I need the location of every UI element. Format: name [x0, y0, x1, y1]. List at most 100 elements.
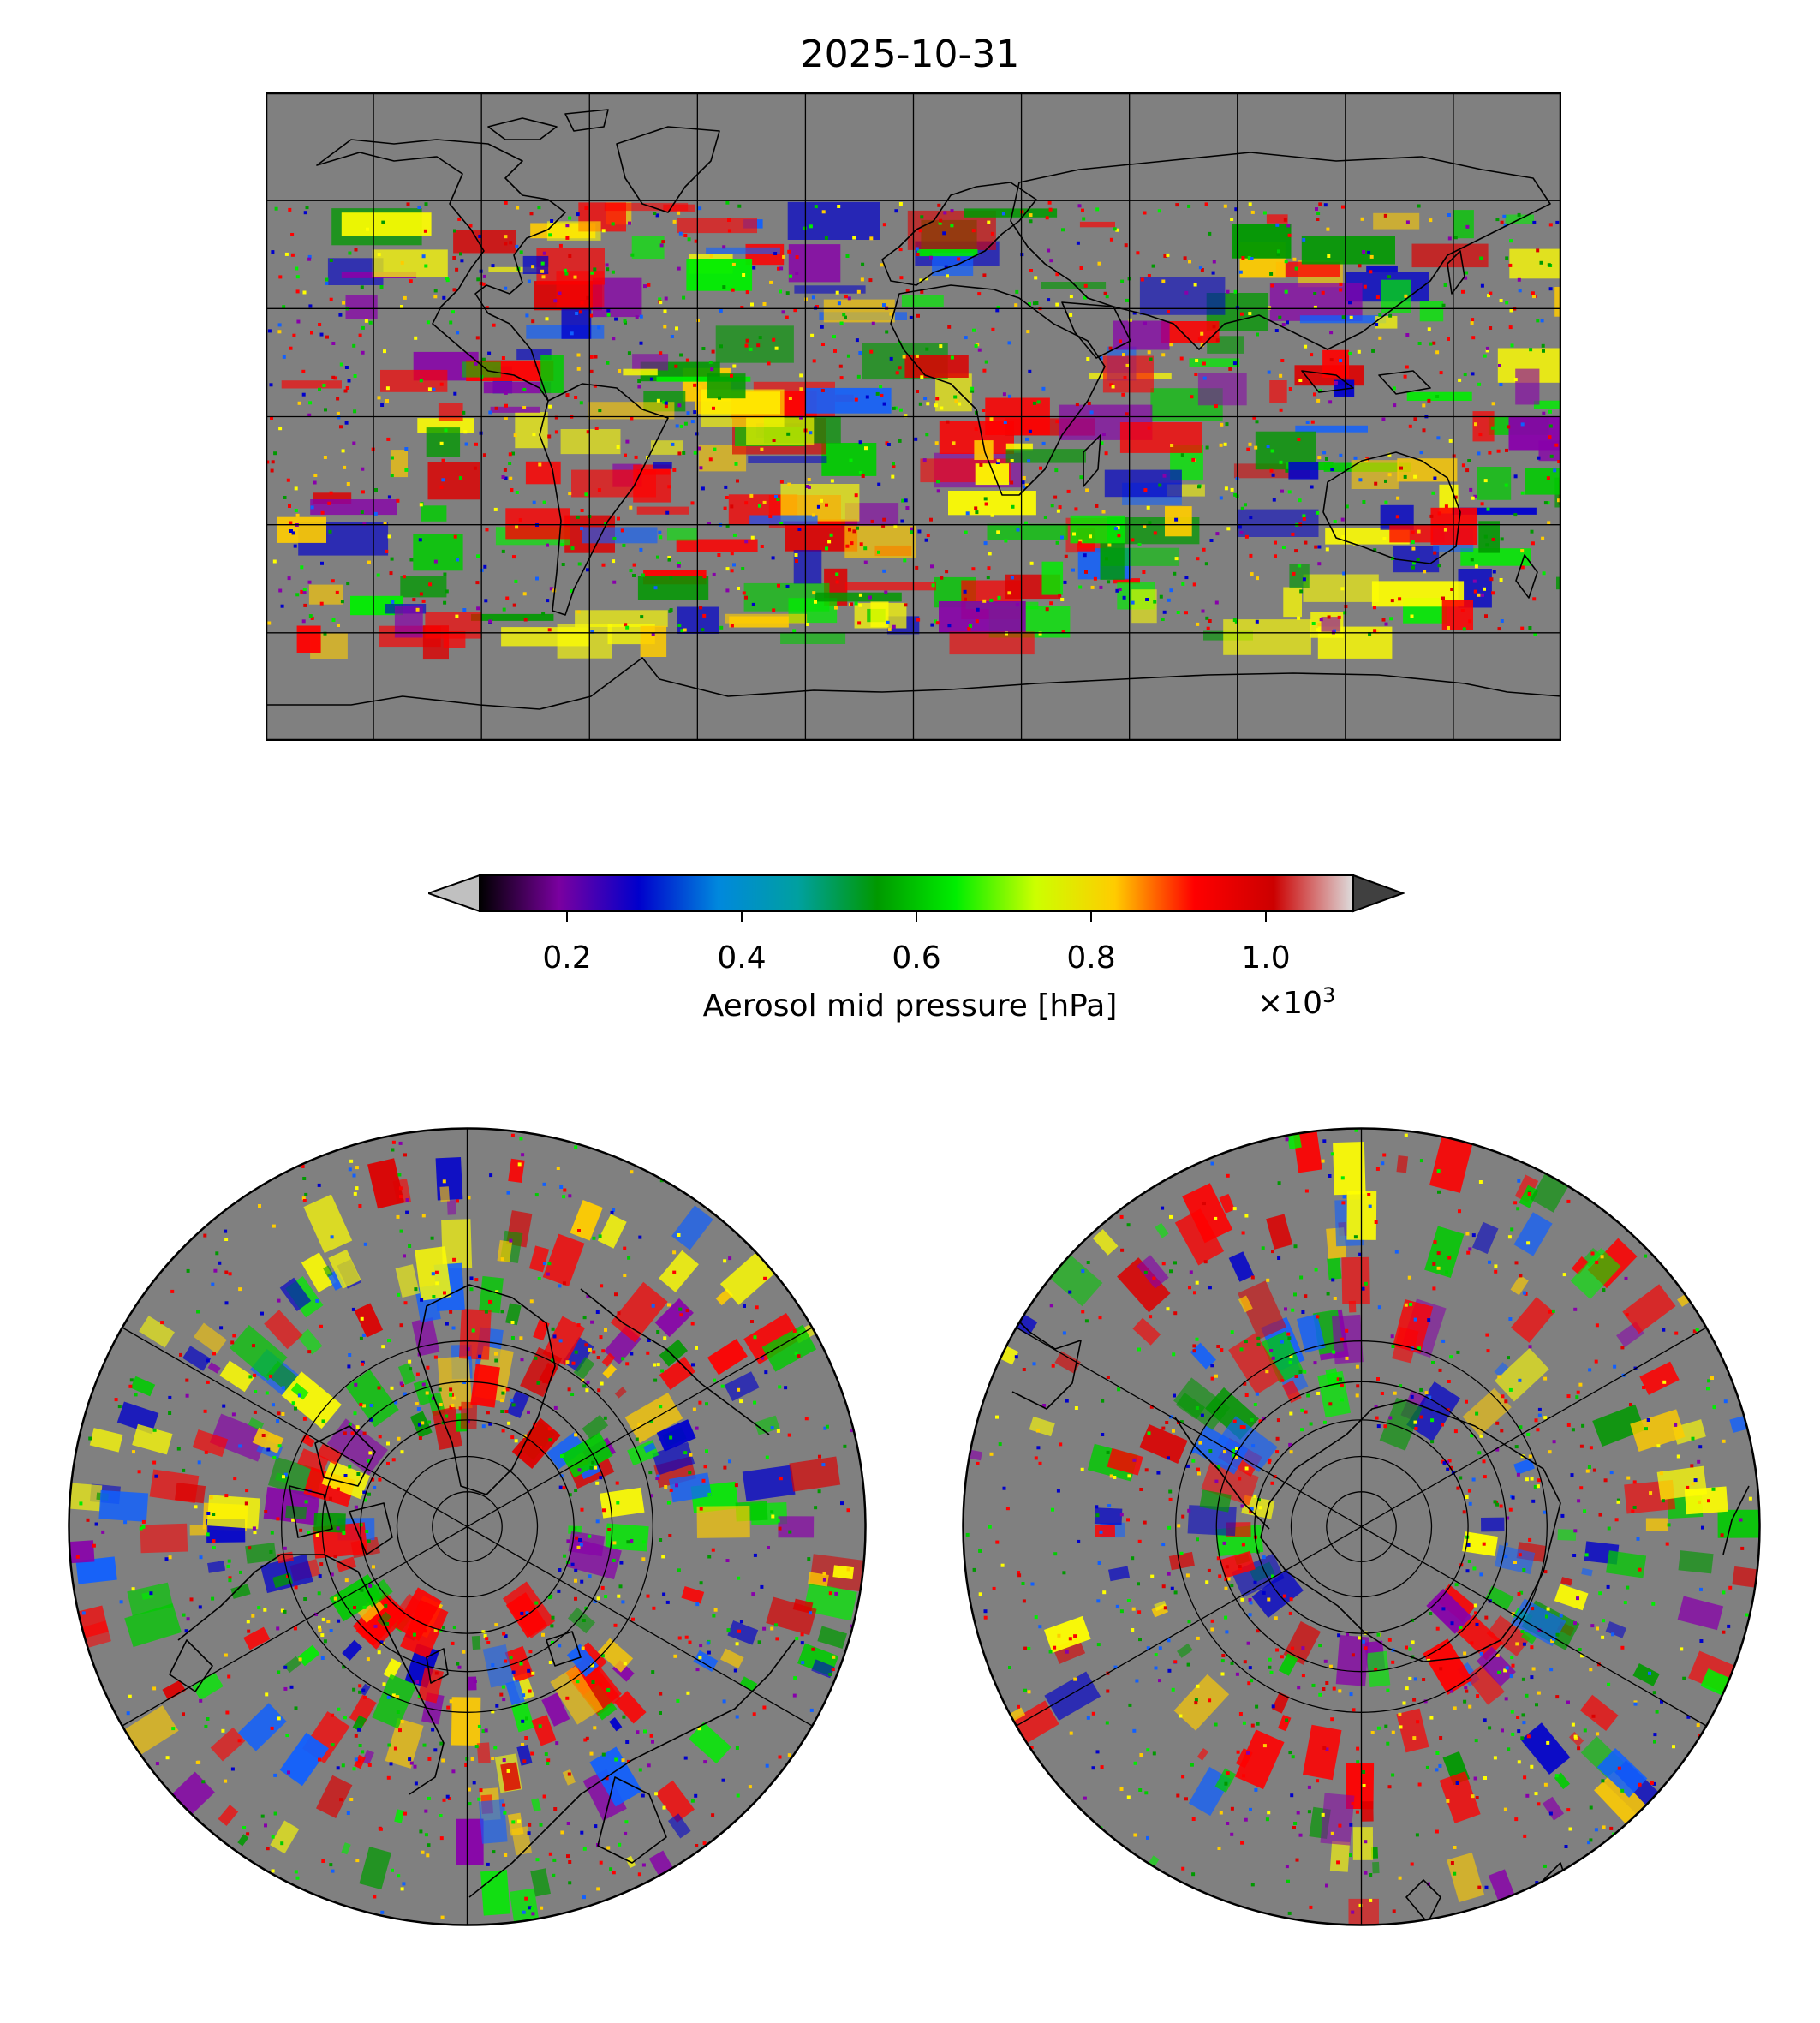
aerosol-patch [789, 1456, 841, 1492]
aerosol-pixel [1517, 1592, 1521, 1596]
aerosol-pixel [922, 458, 927, 462]
aerosol-pixel [1548, 1811, 1553, 1816]
aerosol-pixel [352, 441, 356, 445]
aerosol-pixel [1036, 1429, 1041, 1433]
aerosol-pixel [377, 396, 381, 400]
aerosol-pixel [1534, 1792, 1538, 1796]
aerosol-pixel [1461, 463, 1465, 468]
aerosol-patch [1684, 1486, 1728, 1515]
aerosol-pixel [975, 510, 979, 515]
aerosol-pixel [672, 468, 677, 472]
aerosol-pixel [483, 564, 487, 569]
aerosol-pixel [576, 1545, 581, 1549]
aerosol-pixel [625, 439, 630, 444]
aerosol-patch [560, 429, 621, 455]
aerosol-pixel [1293, 1244, 1298, 1249]
aerosol-pixel [563, 1554, 567, 1558]
aerosol-pixel [1302, 577, 1306, 582]
meridian-line [467, 1327, 813, 1528]
aerosol-pixel [283, 1665, 288, 1669]
aerosol-pixel [1447, 1380, 1451, 1383]
aerosol-patch [637, 576, 709, 600]
aerosol-pixel [901, 498, 905, 503]
aerosol-pixel [659, 1711, 662, 1715]
aerosol-pixel [1548, 409, 1552, 414]
aerosol-pixel [1587, 1841, 1591, 1845]
aerosol-pixel [519, 1662, 523, 1666]
aerosol-pixel [699, 466, 703, 470]
aerosol-patch [1005, 449, 1086, 463]
aerosol-pixel [833, 349, 837, 353]
aerosol-pixel [286, 478, 290, 482]
aerosol-pixel [1081, 1269, 1085, 1274]
aerosol-pixel [529, 212, 534, 216]
aerosol-pixel [1408, 424, 1412, 428]
aerosol-patch [1411, 243, 1489, 268]
aerosol-patch [1486, 1615, 1531, 1656]
aerosol-pixel [1236, 1750, 1240, 1754]
aerosol-pixel [1321, 290, 1325, 295]
aerosol-pixel [484, 1728, 488, 1733]
aerosol-pixel [1131, 600, 1135, 605]
aerosol-pixel [1592, 1468, 1596, 1472]
aerosol-pixel [493, 507, 498, 511]
aerosol-pixel [749, 347, 753, 351]
aerosol-pixel [1284, 260, 1288, 264]
aerosol-pixel [1518, 289, 1522, 293]
aerosol-pixel [599, 1682, 603, 1686]
aerosol-pixel [1626, 1476, 1631, 1480]
aerosol-patch [357, 1596, 385, 1623]
aerosol-pixel [344, 1578, 349, 1583]
aerosol-pixel [1358, 264, 1362, 268]
aerosol-pixel [1595, 1261, 1599, 1264]
aerosol-pixel [1238, 270, 1243, 274]
aerosol-pixel [343, 465, 347, 469]
aerosol-pixel [1169, 343, 1173, 347]
aerosol-pixel [1246, 1751, 1250, 1755]
aerosol-patch [308, 584, 343, 605]
aerosol-pixel [1072, 532, 1076, 536]
aerosol-pixel [625, 1740, 630, 1744]
aerosol-pixel [1249, 1509, 1253, 1513]
aerosol-pixel [492, 1850, 496, 1854]
aerosol-pixel [1478, 433, 1483, 437]
aerosol-pixel [658, 297, 662, 301]
aerosol-patch [525, 461, 561, 485]
aerosol-pixel [1298, 1370, 1303, 1374]
aerosol-pixel [580, 1507, 584, 1512]
aerosol-pixel [1284, 289, 1288, 294]
aerosol-pixel [504, 1634, 508, 1638]
aerosol-pixel [1510, 1656, 1514, 1659]
world-map [266, 92, 1561, 741]
aerosol-pixel [812, 591, 816, 595]
aerosol-pixel [1219, 1811, 1223, 1815]
aerosol-pixel [224, 1238, 229, 1241]
aerosol-pixel [343, 389, 348, 393]
aerosol-pixel [340, 600, 344, 604]
aerosol-pixel [1555, 1632, 1560, 1637]
aerosol-patch [643, 1442, 656, 1453]
aerosol-patch [189, 1524, 208, 1536]
aerosol-pixel [206, 1512, 211, 1515]
aerosol-pixel [1388, 1416, 1393, 1420]
aerosol-pixel [1137, 543, 1142, 546]
aerosol-pixel [1501, 1394, 1505, 1399]
aerosol-pixel [1589, 1668, 1593, 1672]
aerosol-pixel [1432, 1286, 1436, 1291]
aerosol-pixel [451, 1641, 455, 1645]
aerosol-pixel [274, 206, 278, 211]
aerosol-pixel [439, 1836, 444, 1841]
aerosol-pixel [751, 602, 755, 606]
aerosol-pixel [752, 1712, 756, 1716]
aerosol-pixel [373, 511, 378, 516]
aerosol-pixel [978, 1592, 982, 1596]
aerosol-pixel [353, 1411, 357, 1416]
aerosol-pixel [854, 493, 858, 498]
aerosol-pixel [266, 1847, 270, 1851]
aerosol-pixel [849, 458, 853, 462]
aerosol-pixel [369, 1417, 373, 1422]
aerosol-pixel [383, 522, 387, 526]
aerosol-pixel [950, 224, 954, 228]
aerosol-pixel [475, 581, 480, 585]
aerosol-pixel [277, 323, 282, 327]
